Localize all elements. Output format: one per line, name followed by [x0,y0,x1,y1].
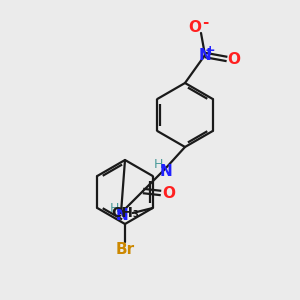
Text: O: O [227,52,241,67]
Text: +: + [205,44,215,56]
Text: CH₃: CH₃ [111,206,139,220]
Text: Br: Br [116,242,135,256]
Text: N: N [160,164,172,178]
Text: H: H [109,202,119,215]
Text: H: H [153,158,163,172]
Text: -: - [202,16,208,31]
Text: O: O [163,185,176,200]
Text: N: N [199,47,212,62]
Text: N: N [116,208,128,223]
Text: O: O [188,20,202,34]
